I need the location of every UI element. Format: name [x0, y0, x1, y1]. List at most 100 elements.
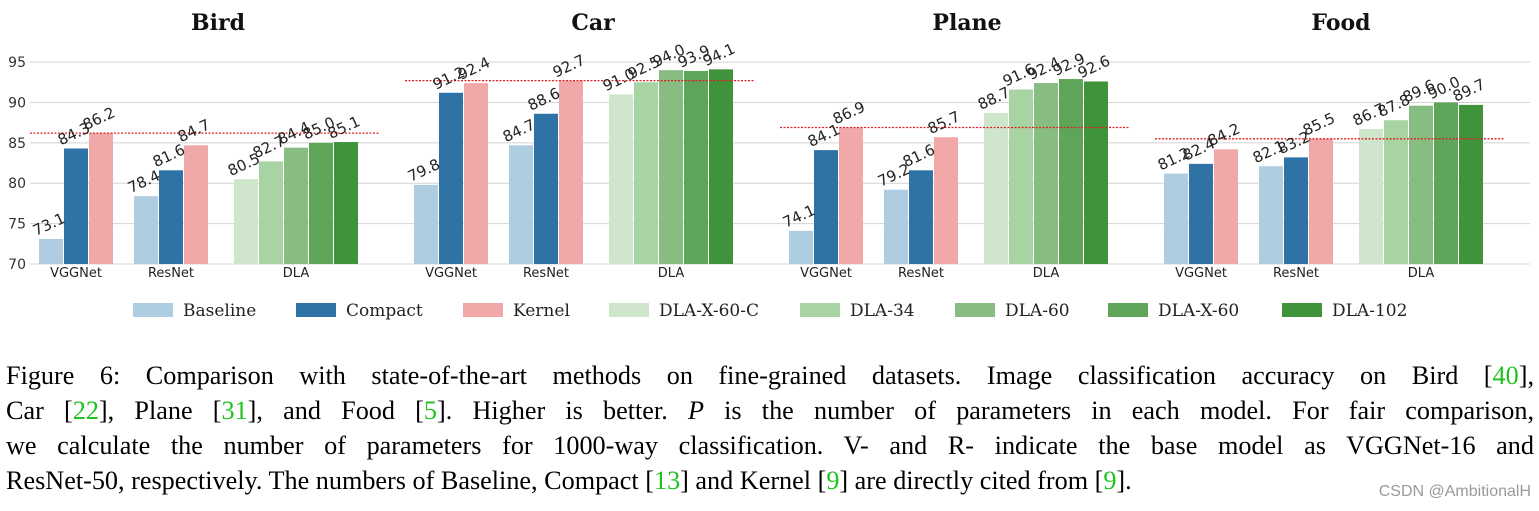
caption-text: P	[687, 396, 704, 425]
bar	[1459, 104, 1483, 264]
x-tick-label: DLA	[1408, 266, 1435, 281]
bar	[709, 69, 733, 264]
panel-title: Car	[571, 10, 615, 36]
bar	[1434, 102, 1458, 264]
panel-title: Bird	[191, 10, 245, 36]
legend-swatch	[955, 303, 995, 317]
bar	[464, 83, 488, 264]
legend-label: DLA-X-60	[1158, 301, 1239, 321]
data-label: 79.8	[405, 155, 443, 185]
x-tick-label: VGGNet	[50, 266, 102, 281]
citation-link[interactable]: 31	[221, 396, 248, 425]
bar	[414, 184, 438, 264]
caption-text: ], and Food [	[247, 396, 424, 425]
x-tick-label: ResNet	[148, 266, 194, 281]
bar	[1384, 120, 1408, 264]
data-label: 86.2	[80, 103, 118, 133]
legend-label: DLA-X-60-C	[659, 301, 759, 321]
bar	[1359, 129, 1383, 264]
data-label: 73.1	[30, 209, 68, 239]
legend-label: DLA-34	[850, 301, 915, 321]
data-label: 85.7	[925, 107, 963, 137]
bar	[284, 147, 308, 264]
caption-text: is the number of parameters in each mode…	[703, 396, 1534, 425]
bar	[334, 142, 358, 264]
legend-swatch	[800, 303, 840, 317]
y-tick-label: 70	[8, 257, 26, 273]
data-label: 74.1	[780, 201, 818, 231]
caption-line: Car [22], Plane [31], and Food [5]. High…	[6, 393, 1534, 428]
watermark: CSDN @AmbitionalH	[1378, 483, 1531, 500]
caption-text: Figure 6: Comparison with state-of-the-a…	[6, 361, 1493, 390]
bar	[1259, 166, 1283, 264]
bar	[934, 137, 958, 264]
data-label: 88.6	[525, 84, 563, 114]
caption-text: ] are directly cited from [	[839, 466, 1104, 495]
bar	[1034, 83, 1058, 264]
data-label: 92.4	[455, 53, 493, 83]
legend-label: Baseline	[183, 301, 256, 321]
legend-label: DLA-102	[1332, 301, 1407, 321]
caption-text: ] and Kernel [	[680, 466, 827, 495]
legend-swatch	[609, 303, 649, 317]
bar	[1309, 138, 1333, 264]
data-label: 92.7	[550, 51, 588, 81]
data-label: 84.2	[1205, 120, 1243, 150]
caption-text: ], Plane [	[98, 396, 222, 425]
caption-line: Figure 6: Comparison with state-of-the-a…	[6, 358, 1534, 393]
legend-label: DLA-60	[1005, 301, 1070, 321]
data-label: 81.6	[900, 141, 938, 171]
citation-link[interactable]: 40	[1492, 361, 1519, 390]
bar	[1189, 163, 1213, 264]
y-tick-label: 80	[8, 176, 26, 192]
bar	[609, 94, 633, 264]
data-label: 85.5	[1300, 109, 1338, 139]
panel-title: Food	[1311, 10, 1370, 36]
panel-title: Plane	[932, 10, 1001, 36]
y-tick-label: 75	[8, 217, 26, 233]
legend-swatch	[296, 303, 336, 317]
caption-text: Car [	[6, 396, 73, 425]
bar	[439, 92, 463, 265]
x-tick-label: ResNet	[523, 266, 569, 281]
x-tick-label: DLA	[1033, 266, 1060, 281]
bar	[814, 150, 838, 264]
bar	[684, 70, 708, 264]
bar	[789, 230, 813, 264]
x-tick-label: ResNet	[1273, 266, 1319, 281]
caption-line: ResNet-50, respectively. The numbers of …	[6, 463, 1534, 498]
bar	[534, 113, 558, 265]
bar	[509, 145, 533, 264]
caption-text: ]. Higher is better.	[437, 396, 688, 425]
legend-label: Kernel	[513, 301, 570, 321]
x-tick-label: VGGNet	[800, 266, 852, 281]
citation-link[interactable]: 9	[1103, 466, 1117, 495]
bar	[559, 80, 583, 265]
bar	[1214, 149, 1238, 264]
bar	[1164, 173, 1188, 264]
bar	[659, 70, 683, 265]
bar	[909, 170, 933, 264]
citation-link[interactable]: 13	[653, 466, 681, 495]
x-tick-label: VGGNet	[425, 266, 477, 281]
x-tick-label: DLA	[283, 266, 310, 281]
legend-swatch	[133, 303, 173, 317]
y-tick-label: 90	[8, 95, 26, 111]
bar	[39, 238, 63, 264]
caption-text: ],	[1518, 361, 1534, 390]
figure-caption: Figure 6: Comparison with state-of-the-a…	[6, 358, 1534, 498]
citation-link[interactable]: 22	[72, 396, 99, 425]
citation-link[interactable]: 5	[423, 396, 437, 425]
x-tick-label: VGGNet	[1175, 266, 1227, 281]
bar	[184, 145, 208, 264]
legend-label: Compact	[346, 301, 423, 321]
legend-swatch	[1108, 303, 1148, 317]
bar	[634, 82, 658, 265]
x-tick-label: ResNet	[898, 266, 944, 281]
bar	[839, 127, 863, 264]
legend-swatch	[463, 303, 503, 317]
bar	[1009, 89, 1033, 265]
citation-link[interactable]: 9	[826, 466, 840, 495]
y-tick-label: 95	[8, 55, 26, 71]
